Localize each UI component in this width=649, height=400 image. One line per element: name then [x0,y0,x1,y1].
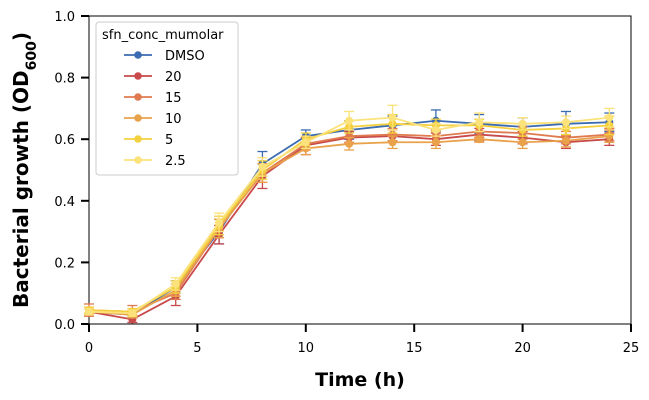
data-point [301,138,310,147]
data-point [388,113,397,122]
plot-frame [88,15,632,325]
data-point [345,139,354,148]
legend-label: 10 [165,112,182,127]
data-point [345,116,354,125]
data-point [518,119,527,128]
data-point [128,309,137,318]
legend-marker [134,114,142,122]
y-axis-label-close: ) [9,32,33,41]
x-tick-label: 20 [514,341,531,356]
legend-marker [134,51,142,59]
data-point [561,136,570,145]
data-point [431,138,440,147]
data-point [171,279,180,288]
data-point [258,162,267,171]
data-point [475,118,484,127]
x-axis-label: Time (h) [315,369,405,391]
y-tick-label: 0.2 [54,256,75,271]
legend-title: sfn_conc_mumolar [102,28,224,43]
legend-label: 20 [165,70,182,85]
legend-label: 15 [165,91,182,106]
x-tick-label: 0 [85,341,93,356]
y-tick-label: 1.0 [54,10,75,25]
legend: sfn_conc_mumolar DMSO 20 15 10 5 2.5 [95,21,239,176]
data-point [388,138,397,147]
legend-marker [134,72,142,80]
data-point [605,113,614,122]
x-tick-label: 25 [623,341,640,356]
legend-marker [134,135,142,143]
y-tick-label: 0.8 [54,72,75,87]
data-point [518,138,527,147]
y-axis-label-subscript: 600 [24,41,40,70]
legend-label: DMSO [165,49,205,64]
series-layer [84,104,615,324]
y-tick-label: 0.6 [54,133,75,148]
y-tick-label: 0.4 [54,195,75,210]
legend-box [95,21,239,176]
series-10 [84,129,615,319]
legend-marker [134,93,142,101]
legend-label: 2.5 [165,154,186,169]
y-axis-label: Bacterial growth (OD600) [9,32,40,308]
data-point [475,135,484,144]
x-tick-label: 15 [406,341,423,356]
data-point [561,118,570,127]
legend-label: 5 [165,133,173,148]
tick-layer: 0 5 10 15 20 25 0.0 0.2 0.4 0.6 0.8 1.0 [54,10,639,356]
x-tick-label: 10 [298,341,315,356]
data-point [85,307,93,316]
series-2.5 [84,104,615,318]
legend-marker [134,156,142,164]
y-axis-label-main: Bacterial growth (OD [9,70,33,308]
x-tick-label: 5 [193,341,201,356]
data-point [431,125,440,134]
data-point [215,218,224,227]
y-tick-label: 0.0 [54,318,75,333]
